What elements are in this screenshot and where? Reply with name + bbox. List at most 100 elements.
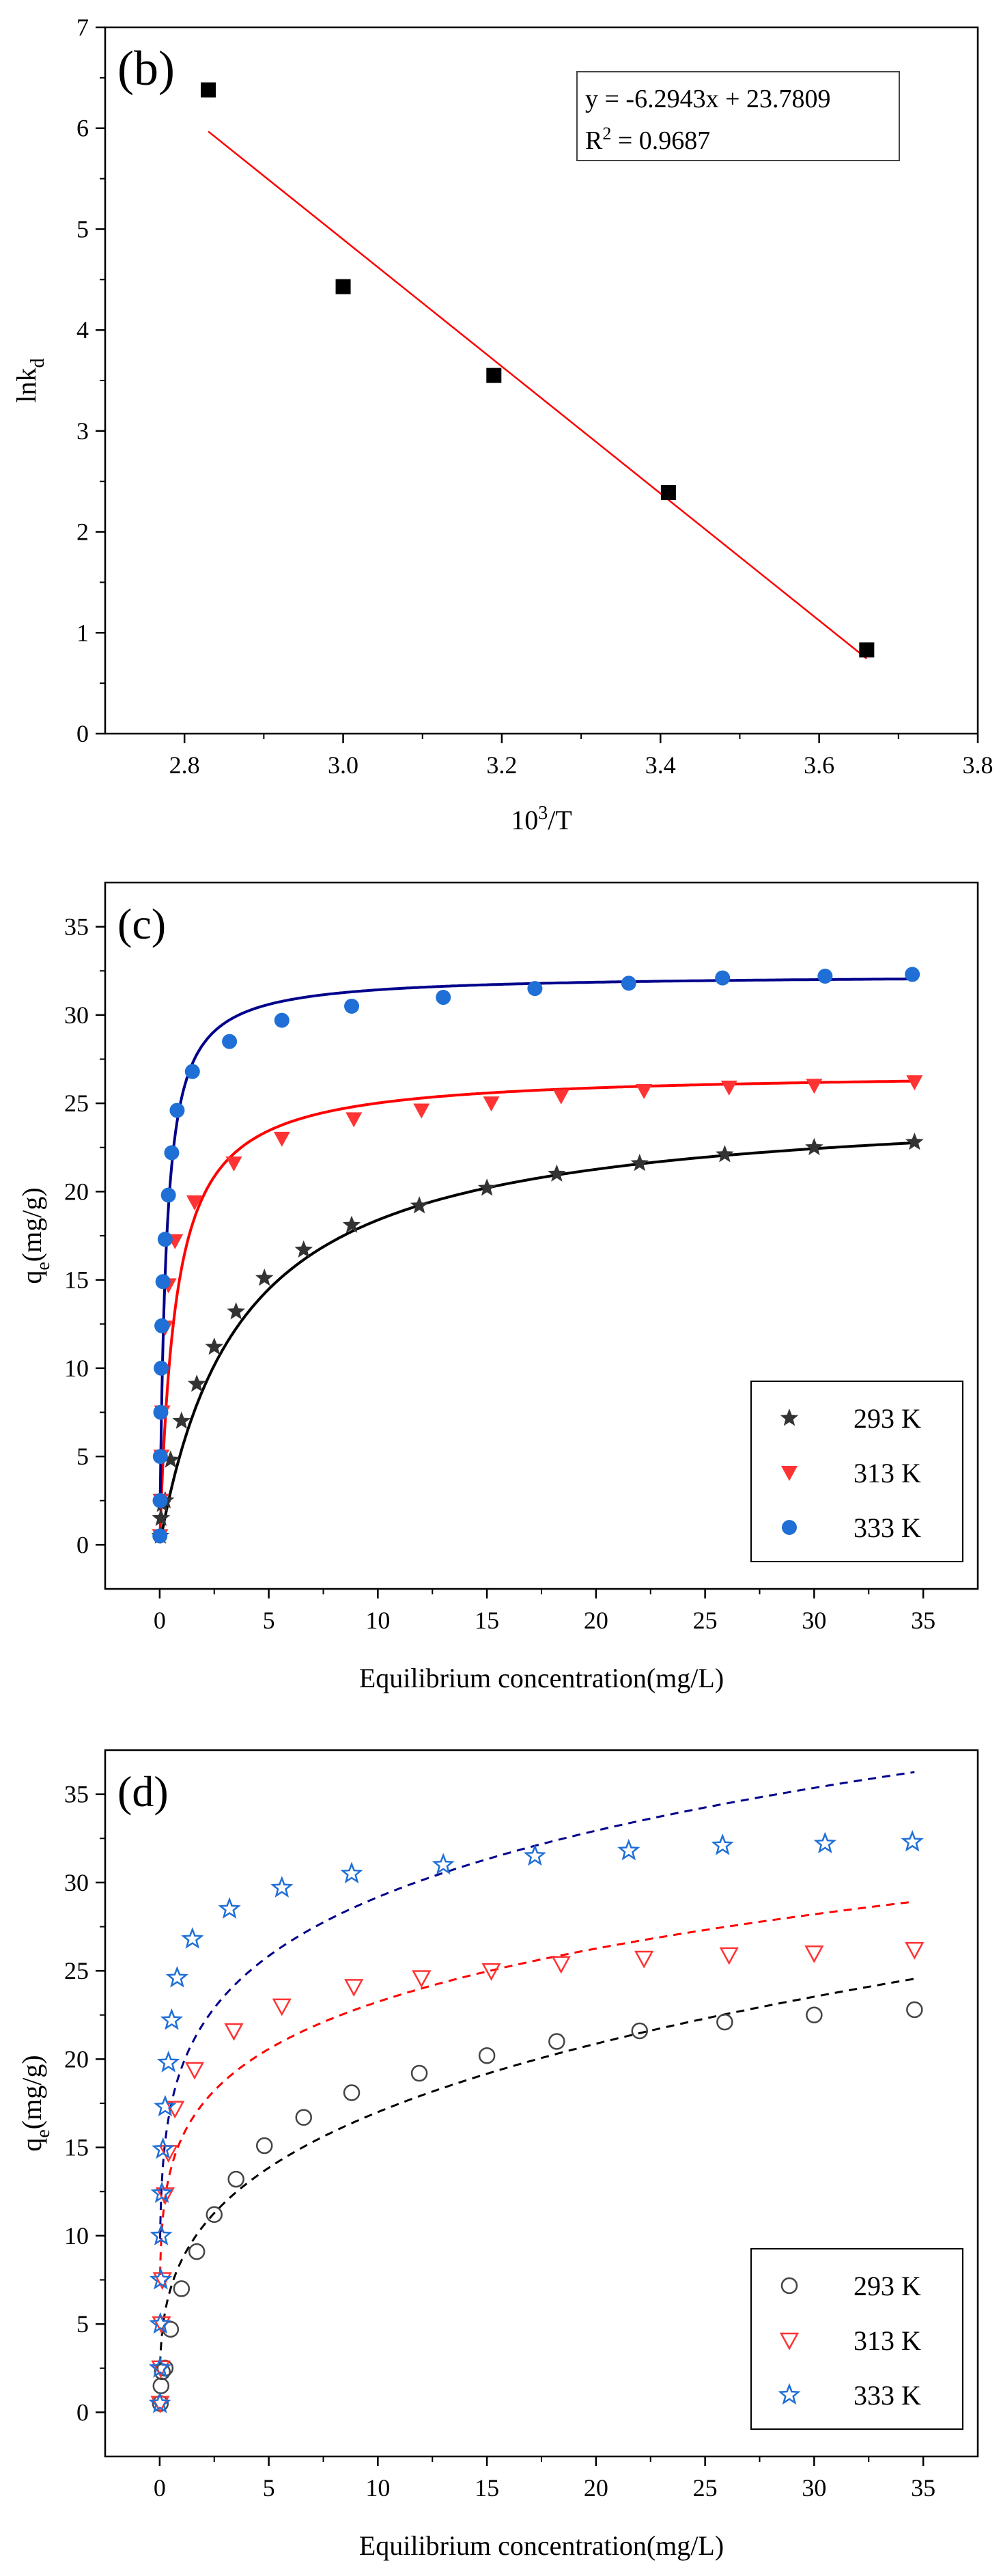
legend-marker [782,1520,797,1535]
legend-marker [780,1409,799,1426]
data-point [206,2206,223,2224]
panel-label: (c) [117,900,166,948]
data-point [152,2137,175,2159]
x-tick-label: 10 [365,1607,390,1634]
data-point [152,1493,168,1508]
y-axis-label: qe(mg/g) [16,1187,54,1284]
y-tick-label: 35 [64,1781,89,1808]
data-point [483,1096,500,1112]
data-point [486,368,502,383]
y-axis-label: lnkd [11,358,48,402]
annotation-box [576,71,900,161]
data-point [148,2392,171,2413]
y-tick-label: 0 [76,720,89,747]
data-point [184,2062,205,2080]
data-point [711,1833,734,1855]
data-point [201,82,216,98]
legend-marker [781,1466,798,1481]
legend-label: 293 K [854,1403,921,1434]
data-point [155,2187,175,2206]
data-point [173,2280,191,2297]
x-tick-label: 25 [693,2474,718,2502]
series-333-k [152,967,920,1544]
data-point [481,1963,501,1981]
data-point [169,1103,185,1118]
data-point [436,990,451,1006]
data-point [188,2243,206,2260]
data-point [157,1232,173,1247]
data-point [634,1950,654,1969]
data-point [205,1337,224,1355]
data-point [164,1145,180,1161]
data-point [617,1838,640,1861]
x-tick-label: 10 [365,2474,390,2502]
y-tick-label: 5 [76,215,89,243]
data-point [148,2356,172,2378]
data-point [186,1195,203,1210]
data-point [715,970,731,986]
data-point [340,1861,363,1884]
y-tick-label: 20 [64,1178,89,1205]
panel-d-svg: 0 5 10 15 20 25 30 35 0 5 10 15 20 25 30 35 293 K 313 K 33… [16,1749,979,2561]
legend-label: 313 K [854,1458,921,1488]
data-point [523,1844,546,1866]
y-tick-label: 3 [76,417,89,445]
data-point [720,1080,737,1096]
equation-text: y = -6.2943x + 23.7809 [585,85,831,113]
data-point [152,1449,168,1465]
data-point [905,1133,924,1150]
data-point [719,1947,739,1965]
y-tick-label: 10 [64,1355,89,1382]
data-point [274,1012,290,1028]
data-point [621,975,636,991]
x-tick-label: 3.8 [963,751,993,779]
data-point [224,2023,244,2041]
legend: 293 K 313 K 333 K [750,2248,963,2430]
data-point [343,2084,361,2101]
data-point [255,2137,273,2155]
y-tick-label: 2 [76,518,89,546]
x-tick-label: 35 [911,2474,935,2502]
x-tick-label: 0 [154,2474,166,2502]
y-tick-label: 4 [76,316,89,344]
fit-line [208,130,868,660]
data-point [218,1897,241,1919]
x-tick-label: 20 [584,2474,608,2502]
data-point [227,2170,244,2188]
y-axis-label: qe(mg/g) [16,2055,54,2151]
panel-b-svg: 2.8 3.0 3.2 3.4 3.6 3.8 0 1 2 3 4 5 6 7 y = -6.2943x +… [11,14,993,835]
y-tick-label: 5 [76,1443,89,1470]
axes: 0 5 10 15 20 25 30 35 0 5 10 15 20 25 30 35 [64,881,979,1634]
data-point [156,2051,180,2073]
data-point [172,1411,191,1429]
data-point [660,484,676,500]
data-point [153,1404,169,1420]
data-point [273,1131,290,1147]
data-point [225,1157,242,1172]
data-point [636,1084,653,1100]
data-point [187,1374,206,1392]
data-point [906,2001,923,2019]
data-point [716,1145,734,1163]
data-point [410,1196,429,1214]
equation-annotation: y = -6.2943x + 23.7809 R2 = 0.9687 [576,71,900,161]
x-tick-label: 35 [911,1607,935,1634]
y-tick-label: 0 [76,2398,89,2426]
x-axis-label: 103/T [511,803,572,835]
legend-label: 333 K [854,2380,921,2411]
panel-b-chart: 2.8 3.0 3.2 3.4 3.6 3.8 0 1 2 3 4 5 6 7 y = -6.2943x +… [0,0,1001,847]
data-point [813,1831,837,1854]
legend-marker [780,2277,798,2295]
series-333-k [148,1829,924,2413]
y-tick-label: 25 [64,1090,89,1117]
fit-curve-333-k [158,978,915,1507]
data-point [227,1302,245,1320]
data-point [901,1829,924,1852]
data-point [905,967,920,982]
data-point [155,1274,171,1290]
data-point [255,1269,274,1286]
data-points [201,82,875,658]
y-tick-label: 0 [76,1531,89,1558]
data-point [160,2008,184,2030]
data-point [859,642,875,658]
